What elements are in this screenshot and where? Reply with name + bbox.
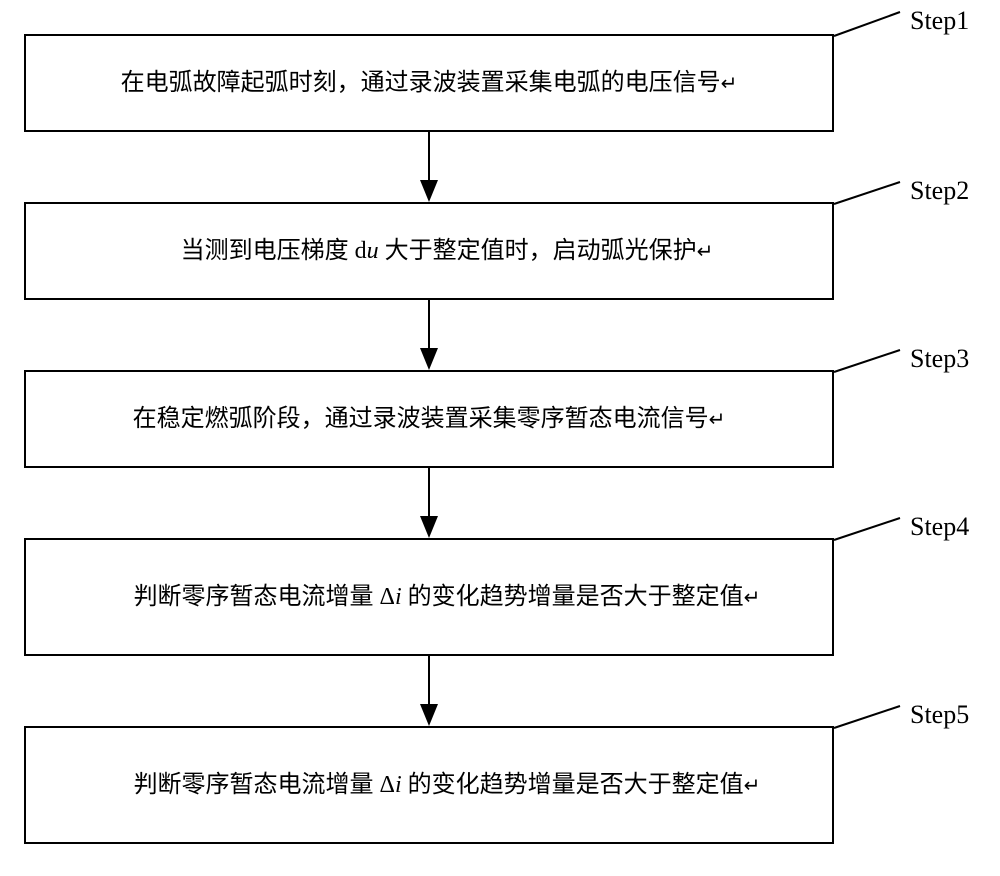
step-label-5: Step5 bbox=[910, 700, 969, 730]
leader-line-5 bbox=[0, 0, 1000, 876]
flowchart-canvas: 在电弧故障起弧时刻，通过录波装置采集电弧的电压信号↵ Step1 当测到电压梯度… bbox=[0, 0, 1000, 876]
